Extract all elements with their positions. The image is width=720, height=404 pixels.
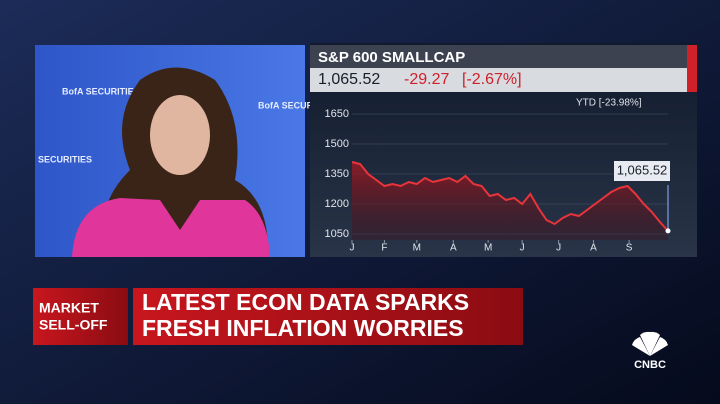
- y-tick-label: 1500: [325, 138, 349, 150]
- person-face: [150, 95, 210, 175]
- x-tick-label: M: [484, 243, 492, 254]
- x-tick-label: A: [590, 243, 597, 254]
- x-tick-label: S: [626, 243, 633, 254]
- ticker-header: [310, 45, 687, 68]
- last-value-label: 1,065.52: [617, 162, 668, 177]
- line: [351, 161, 669, 232]
- x-tick-label: F: [381, 243, 387, 254]
- ticker-accent: [687, 45, 697, 92]
- banner-headline-box: [133, 288, 523, 345]
- x-tick-label: A: [450, 243, 457, 254]
- cnbc-peacock: [632, 331, 668, 356]
- person-jacket: [72, 198, 270, 257]
- backdrop-text: BofA SECURITIES: [62, 86, 140, 96]
- ticker-price-row: [310, 68, 687, 92]
- ticker-price: 1,065.52: [318, 71, 380, 88]
- x-tick-label: J: [350, 243, 355, 254]
- banner-tag-text: SELL-OFF: [39, 317, 108, 333]
- headline: LATEST ECON DATA SPARKS: [142, 289, 469, 315]
- ticker-title: S&P 600 SMALLCAP: [318, 49, 465, 66]
- x-tick-label: M: [413, 243, 421, 254]
- ytd-label: YTD [-23.98%]: [576, 98, 642, 109]
- ticker-change-pct: [-2.67%]: [462, 71, 522, 88]
- banner-tag: [33, 288, 128, 345]
- x-tick-label: J: [556, 243, 561, 254]
- backdrop-text: BofA SECURITIES: [258, 100, 336, 110]
- last-value-box: [614, 161, 670, 181]
- banner-tag-text: MARKET: [39, 300, 99, 316]
- logo: CNBC: [634, 359, 666, 371]
- x-tick-label: J: [520, 243, 525, 254]
- y-tick-label: 1050: [325, 228, 349, 240]
- y-tick-label: 1650: [325, 108, 349, 120]
- backdrop-text: SECURITIES: [38, 154, 92, 164]
- y-tick-label: 1200: [325, 198, 349, 210]
- last-point: [665, 228, 671, 234]
- headline: FRESH INFLATION WORRIES: [142, 315, 464, 341]
- y-tick-label: 1350: [325, 168, 349, 180]
- ticker-change: -29.27: [404, 71, 449, 88]
